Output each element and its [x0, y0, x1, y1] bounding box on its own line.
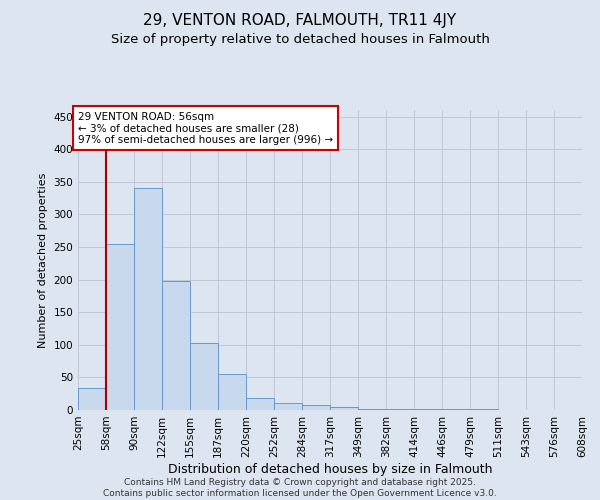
Bar [330, 408, 358, 410]
Bar [246, 398, 274, 410]
Bar [106, 244, 134, 410]
Bar [218, 374, 246, 410]
Bar [134, 188, 162, 410]
Bar [302, 406, 330, 410]
Bar [162, 281, 190, 410]
Text: Contains HM Land Registry data © Crown copyright and database right 2025.
Contai: Contains HM Land Registry data © Crown c… [103, 478, 497, 498]
Bar [78, 388, 106, 410]
X-axis label: Distribution of detached houses by size in Falmouth: Distribution of detached houses by size … [168, 462, 492, 475]
Text: 29, VENTON ROAD, FALMOUTH, TR11 4JY: 29, VENTON ROAD, FALMOUTH, TR11 4JY [143, 12, 457, 28]
Bar [358, 408, 386, 410]
Text: Size of property relative to detached houses in Falmouth: Size of property relative to detached ho… [110, 32, 490, 46]
Y-axis label: Number of detached properties: Number of detached properties [38, 172, 48, 348]
Bar [274, 404, 302, 410]
Text: 29 VENTON ROAD: 56sqm
← 3% of detached houses are smaller (28)
97% of semi-detac: 29 VENTON ROAD: 56sqm ← 3% of detached h… [78, 112, 333, 144]
Bar [190, 343, 218, 410]
